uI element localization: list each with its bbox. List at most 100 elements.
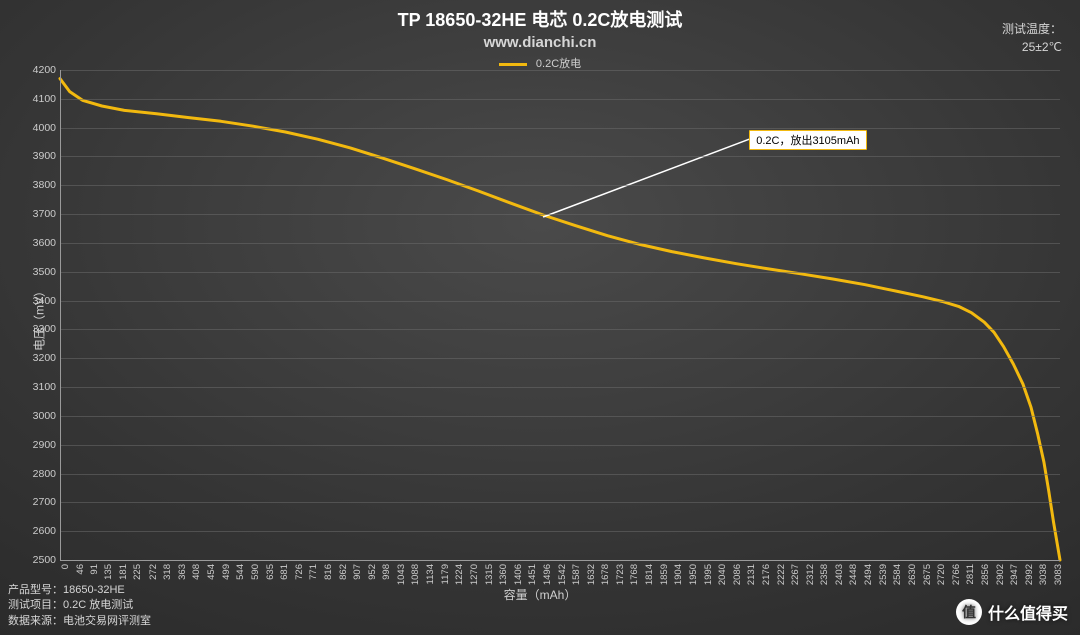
x-tick: 408	[191, 564, 202, 580]
y-tick: 3200	[33, 352, 56, 364]
x-tick: 998	[381, 564, 392, 580]
x-tick: 2494	[863, 564, 874, 585]
x-tick: 2539	[878, 564, 889, 585]
x-tick: 1950	[688, 564, 699, 585]
x-axis	[60, 560, 1060, 561]
x-tick: 1496	[542, 564, 553, 585]
y-tick: 2800	[33, 468, 56, 480]
grid-line	[60, 99, 1060, 100]
y-tick: 3800	[33, 179, 56, 191]
x-tick: 635	[265, 564, 276, 580]
y-tick: 2900	[33, 439, 56, 451]
x-tick: 816	[323, 564, 334, 580]
legend-swatch	[499, 63, 527, 66]
y-tick: 4200	[33, 64, 56, 76]
x-tick: 363	[177, 564, 188, 580]
x-tick: 1224	[454, 564, 465, 585]
grid-line	[60, 445, 1060, 446]
x-tick: 1678	[600, 564, 611, 585]
x-tick: 907	[352, 564, 363, 580]
y-tick: 2600	[33, 525, 56, 537]
x-tick: 225	[132, 564, 143, 580]
grid-line	[60, 329, 1060, 330]
x-tick: 2675	[922, 564, 933, 585]
x-tick: 2856	[980, 564, 991, 585]
x-tick: 1406	[513, 564, 524, 585]
y-tick: 3100	[33, 381, 56, 393]
x-tick: 771	[308, 564, 319, 580]
grid-line	[60, 531, 1060, 532]
x-tick: 181	[118, 564, 129, 580]
x-tick: 46	[75, 564, 86, 575]
x-axis-label: 容量（mAh）	[0, 586, 1080, 603]
x-tick: 2176	[761, 564, 772, 585]
watermark-badge: 值	[956, 599, 982, 625]
x-tick: 3038	[1038, 564, 1049, 585]
x-tick: 1451	[527, 564, 538, 585]
metadata-block: 产品型号：18650-32HE 测试项目：0.2C 放电测试 数据来源：电池交易…	[8, 583, 151, 629]
x-tick: 2584	[892, 564, 903, 585]
temperature-note: 测试温度： 25±2℃	[1002, 20, 1062, 56]
y-tick: 3500	[33, 266, 56, 278]
grid-line	[60, 70, 1060, 71]
x-tick: 2720	[936, 564, 947, 585]
x-tick: 862	[338, 564, 349, 580]
grid-line	[60, 301, 1060, 302]
grid-line	[60, 358, 1060, 359]
y-axis	[60, 70, 61, 560]
x-tick: 0	[60, 564, 71, 569]
callout-leader	[543, 139, 749, 217]
x-tick: 499	[221, 564, 232, 580]
x-tick: 590	[250, 564, 261, 580]
grid-line	[60, 243, 1060, 244]
x-tick: 3083	[1053, 564, 1064, 585]
x-tick: 1134	[425, 564, 436, 584]
x-tick: 2040	[717, 564, 728, 585]
x-tick: 318	[162, 564, 173, 580]
y-tick: 3400	[33, 295, 56, 307]
x-tick: 952	[367, 564, 378, 580]
x-tick: 544	[235, 564, 246, 580]
x-tick: 2086	[732, 564, 743, 585]
chart-subtitle: www.dianchi.cn	[0, 34, 1080, 51]
x-tick: 1315	[484, 564, 495, 585]
grid-line	[60, 156, 1060, 157]
grid-line	[60, 416, 1060, 417]
meta-line-model: 产品型号：18650-32HE	[8, 583, 151, 598]
x-tick: 2131	[746, 564, 757, 585]
temp-note-line2: 25±2℃	[1002, 38, 1062, 56]
x-tick: 135	[103, 564, 114, 580]
callout-label: 0.2C，放出3105mAh	[749, 130, 866, 150]
x-tick: 1768	[629, 564, 640, 585]
x-tick: 2403	[834, 564, 845, 585]
x-tick: 681	[279, 564, 290, 580]
y-tick: 3700	[33, 208, 56, 220]
x-tick: 2902	[995, 564, 1006, 585]
grid-line	[60, 214, 1060, 215]
grid-line	[60, 387, 1060, 388]
y-tick: 4000	[33, 122, 56, 134]
grid-line	[60, 272, 1060, 273]
y-tick: 3000	[33, 410, 56, 422]
x-tick: 1904	[673, 564, 684, 585]
y-tick: 4100	[33, 93, 56, 105]
x-tick: 1587	[571, 564, 582, 585]
y-tick: 2500	[33, 554, 56, 566]
x-tick: 1814	[644, 564, 655, 585]
plot-area: 2500260027002800290030003100320033003400…	[60, 70, 1060, 560]
chart-title: TP 18650-32HE 电芯 0.2C放电测试	[0, 0, 1080, 32]
x-tick: 2766	[951, 564, 962, 585]
x-tick: 726	[294, 564, 305, 580]
x-tick: 1723	[615, 564, 626, 585]
x-tick: 454	[206, 564, 217, 580]
watermark-text: 什么值得买	[988, 600, 1068, 624]
x-tick: 2358	[819, 564, 830, 585]
x-tick: 91	[89, 564, 100, 575]
x-tick: 1632	[586, 564, 597, 585]
discharge-chart-container: TP 18650-32HE 电芯 0.2C放电测试 www.dianchi.cn…	[0, 0, 1080, 635]
grid-line	[60, 474, 1060, 475]
meta-line-test: 测试项目：0.2C 放电测试	[8, 598, 151, 613]
discharge-curve	[60, 70, 1060, 560]
grid-line	[60, 128, 1060, 129]
y-tick: 3300	[33, 323, 56, 335]
